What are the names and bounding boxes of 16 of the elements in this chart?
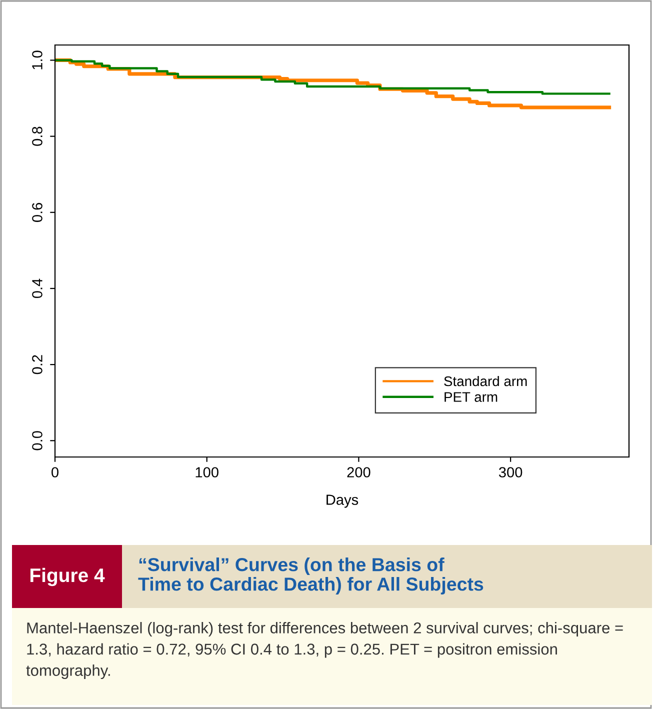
legend-label: Standard arm bbox=[444, 376, 527, 386]
x-tick-label: 200 bbox=[347, 467, 370, 478]
x-axis-title: Days bbox=[326, 494, 358, 508]
text: “Survival” Curves (on the Basis of Time to Cardiac Death) for All Subjects bbox=[138, 558, 484, 594]
x-tick-label: 0 bbox=[52, 467, 58, 478]
x-tick-label: 100 bbox=[196, 467, 218, 478]
caption: Figure 4 bbox=[30, 568, 105, 586]
legend-label: PET arm bbox=[444, 392, 498, 402]
x-tick-label: 300 bbox=[498, 467, 522, 478]
y-tick-label: 0.6 bbox=[32, 202, 42, 222]
y-tick-label: 0.4 bbox=[32, 278, 42, 298]
y-tick-label: 0.8 bbox=[32, 126, 42, 146]
y-tick-label: 0.0 bbox=[32, 431, 42, 450]
text: Mantel-Haenszel (log-rank) test for differences between 2 survival curves; chi-square = 1.3, hazard ratio = 0.72, 95% CI 0.4 to 1.3, p = 0.25. PET = positron emission tomography. bbox=[26, 622, 623, 680]
y-tick-label: 0.2 bbox=[32, 355, 42, 374]
y-tick-label: 1.0 bbox=[32, 50, 42, 70]
